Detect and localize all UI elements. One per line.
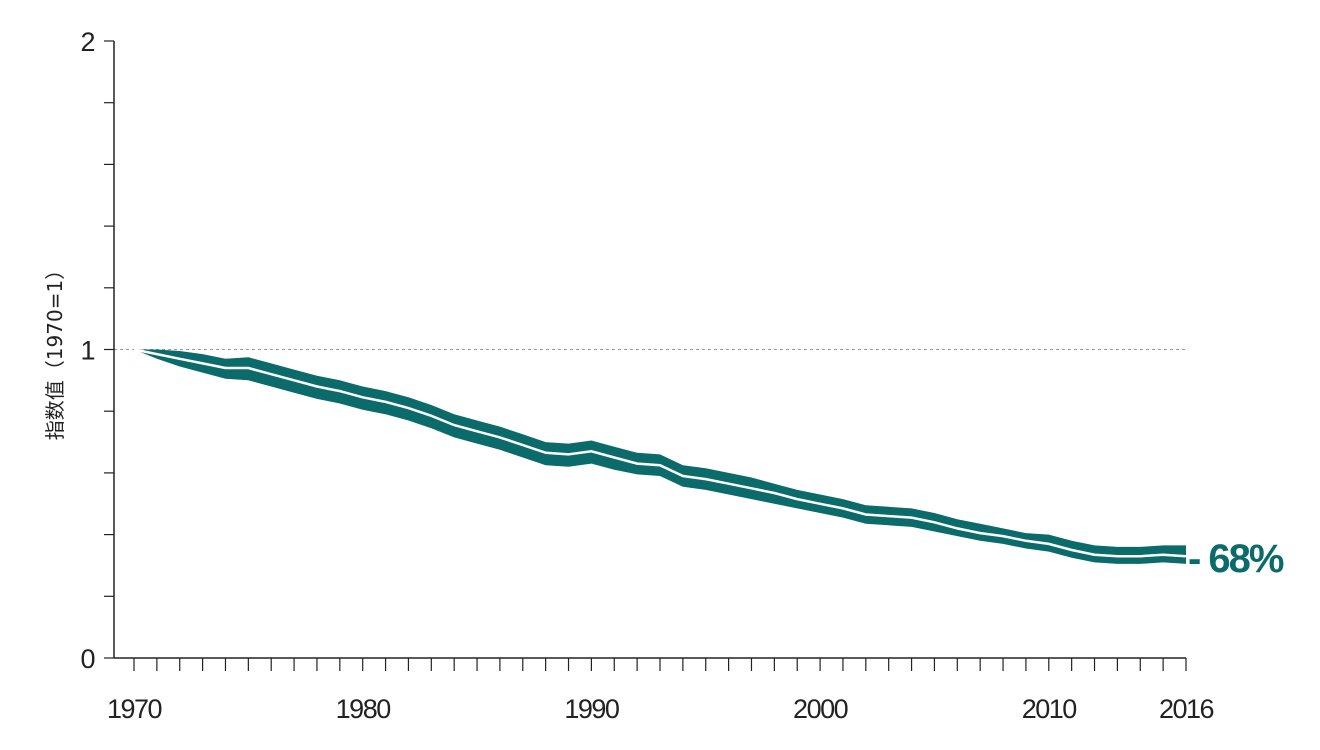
x-tick-label: 2016: [1159, 694, 1214, 724]
x-tick-label: 1980: [336, 694, 391, 724]
x-tick-labels: 1970 1980 1990 2000 2010 2016: [107, 694, 1215, 724]
x-minor-ticks: [133, 658, 1187, 671]
y-axis-label: 指数值（1970=1）: [43, 260, 67, 440]
x-tick-label: 1970: [107, 694, 162, 724]
y-tick-label: 2: [80, 27, 94, 57]
x-tick-label: 1990: [564, 694, 619, 724]
y-tick-label: 1: [80, 336, 94, 366]
end-change-label: - 68%: [1188, 537, 1284, 581]
confidence-band: [134, 349, 1186, 564]
y-minor-ticks: [104, 40, 114, 659]
y-tick-label: 0: [80, 644, 94, 674]
x-tick-label: 2000: [793, 694, 848, 724]
x-tick-label: 2010: [1022, 694, 1077, 724]
index-line: [133, 348, 1187, 558]
y-tick-labels: 0 1 2: [80, 27, 96, 674]
